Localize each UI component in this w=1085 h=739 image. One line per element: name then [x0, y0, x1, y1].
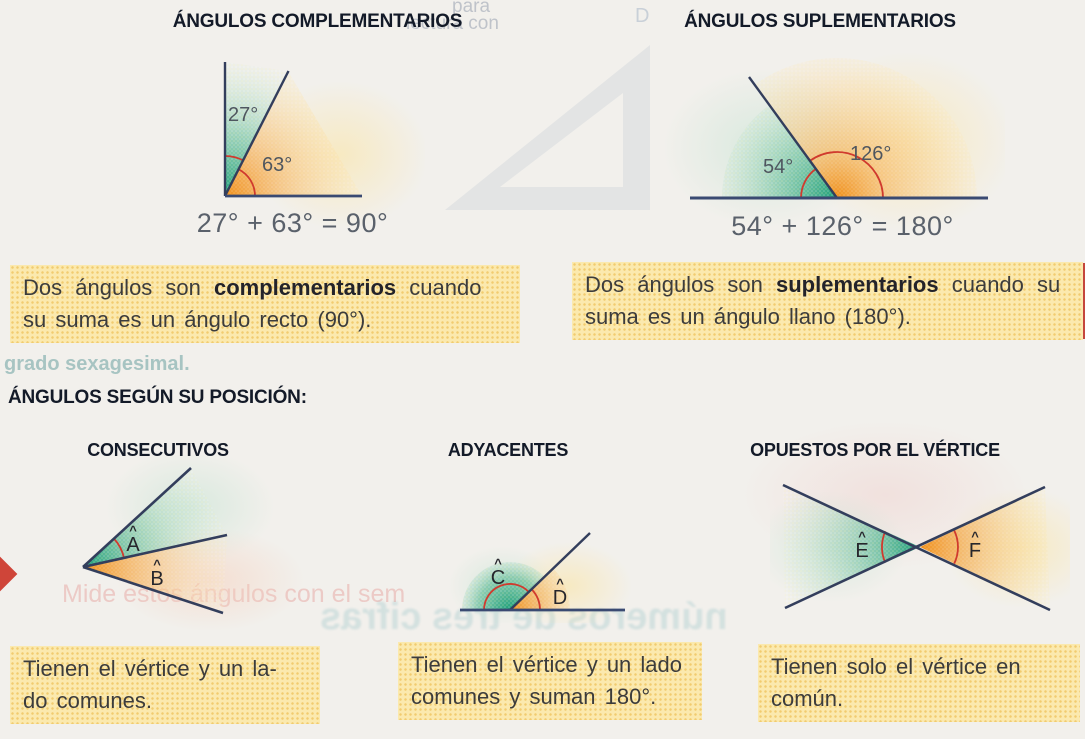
angle-label-54: 54° — [763, 156, 793, 178]
definition-line: Dos ángulos son suplementarios cuando su — [585, 272, 1061, 297]
note-line: comunes y suman 180°. — [411, 683, 657, 709]
middle-ray — [82, 533, 228, 569]
definition-line: su suma es un ángulo recto (90°). — [23, 306, 372, 332]
note-line: común. — [771, 685, 844, 711]
note-box-consecutivos: Tienen el vértice y un la- do comunes. — [10, 646, 320, 724]
ghost-letter-d: D — [635, 5, 649, 27]
halftone-overlay — [510, 568, 570, 610]
note-box-adyacentes: Tienen el vértice y un lado comunes y su… — [398, 642, 702, 720]
definition-line: Dos ángulos son complementarios cuando — [23, 275, 482, 300]
ghost-set-square: D — [445, 5, 650, 210]
position-section-header: ÁNGULOS SEGÚN SU POSICIÓN: — [8, 387, 307, 408]
definition-box-complementarios: Dos ángulos son complementarios cuando s… — [10, 265, 520, 343]
crossing-line-2 — [784, 485, 1046, 610]
angle-label-c: C — [491, 567, 505, 589]
equation-suplementarios: 54° + 126° = 180° — [731, 211, 954, 241]
halftone-overlay — [783, 485, 920, 608]
angle-arc-54 — [800, 168, 817, 199]
hat-a: ^ — [129, 523, 137, 538]
opuestos-diagram: ^ E ^ F — [770, 483, 1070, 612]
suplementarios-diagram: 54° 126° — [662, 52, 1005, 232]
halftone-overlay — [754, 57, 977, 198]
equation-complementarios: 27° + 63° = 90° — [196, 208, 389, 238]
angle-label-b: B — [150, 568, 163, 590]
definition-box-suplementarios: Dos ángulos son suplementarios cuando su… — [572, 262, 1083, 340]
hat-f: ^ — [971, 529, 979, 544]
angle-arc-126 — [809, 151, 884, 199]
angle-arc-63 — [238, 168, 256, 197]
halftone-overlay — [920, 487, 1050, 610]
complementarios-diagram: 27° 63° — [223, 62, 425, 229]
hat-b: ^ — [153, 557, 161, 572]
section-title-suplementarios: ÁNGULOS SUPLEMENTARIOS — [684, 11, 956, 32]
subtitle-opuestos: OPUESTOS POR EL VÉRTICE — [750, 440, 1000, 460]
oblique-ray — [748, 76, 838, 199]
red-diamond-accent — [0, 555, 18, 593]
angle-arc-f — [953, 530, 959, 564]
section-title-complementarios: ÁNGULOS COMPLEMENTARIOS — [172, 11, 463, 32]
subtitle-adyacentes: ADYACENTES — [447, 440, 569, 460]
halftone-overlay — [462, 562, 545, 610]
hat-d: ^ — [556, 576, 564, 591]
note-line: Tienen solo el vértice en — [771, 654, 1021, 679]
halftone-overlay — [83, 535, 227, 613]
angle-arc-c — [483, 583, 530, 611]
oblique-ray — [509, 532, 591, 611]
bottom-ray — [82, 565, 224, 615]
angle-label-27: 27° — [228, 104, 258, 126]
adyacentes-diagram: ^ C ^ D — [448, 532, 632, 623]
halftone-overlay — [225, 71, 362, 196]
oblique-ray — [223, 70, 290, 197]
definition-line: suma es un ángulo llano (180°). — [585, 303, 911, 329]
angle-label-63: 63° — [262, 154, 292, 176]
note-box-opuestos: Tienen solo el vértice en común. — [758, 644, 1080, 722]
angle-label-d: D — [553, 587, 567, 609]
hat-c: ^ — [494, 556, 502, 571]
note-line: Tienen el vértice y un la- — [23, 656, 277, 681]
top-ray — [82, 467, 192, 568]
consecutivos-diagram: ^ A ^ B — [82, 455, 305, 630]
angle-label-126: 126° — [850, 143, 891, 165]
angle-label-a: A — [126, 534, 140, 556]
angle-label-e: E — [855, 540, 868, 562]
ghost-text: grado sexagesimal. — [4, 353, 190, 375]
note-line: Tienen el vértice y un lado — [411, 652, 682, 677]
note-line: do comunes. — [23, 687, 152, 713]
hat-e: ^ — [858, 529, 866, 544]
angle-label-f: F — [969, 540, 981, 562]
